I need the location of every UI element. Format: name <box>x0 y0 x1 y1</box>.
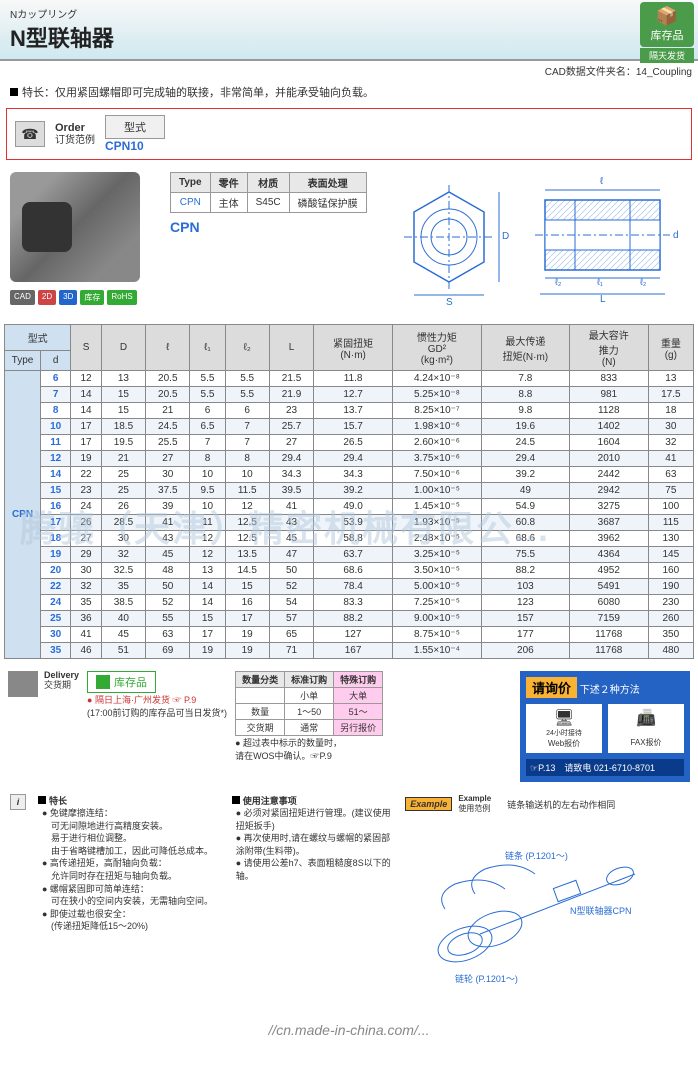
box-icon: 📦 <box>642 6 692 27</box>
product-code: CPN <box>170 219 367 235</box>
svg-text:S: S <box>446 297 453 307</box>
monitor-icon: 🖥 <box>528 708 600 728</box>
technical-drawings: S D ℓ d ℓ₂ ℓ₁ ℓ₂ L <box>387 172 688 312</box>
2d-badge: 2D <box>38 290 56 305</box>
cad-badge: CAD <box>10 290 35 305</box>
type-label: 型式 <box>105 115 165 139</box>
product-photo <box>10 172 140 282</box>
side-view-drawing: ℓ d ℓ₂ ℓ₁ ℓ₂ L <box>515 172 685 312</box>
subtitle: Nカップリング <box>10 6 688 21</box>
phone-icon: ☎ <box>15 121 45 147</box>
page-title: N型联轴器 <box>10 21 688 53</box>
product-photo-block: CAD 2D 3D 库存 RoHS <box>10 172 150 312</box>
quantity-table: 数量分类标准订购特殊订购 小单大单 数量1～5051～ 交货期通常另行报价 <box>235 671 383 736</box>
example-badge: Example <box>405 797 452 811</box>
delivery-note: ● 隔日上海·广州发货 ☞ P.9 <box>87 693 227 706</box>
info-icon: i <box>10 794 26 810</box>
shipping-badge: 📦库存品 隔天发货 <box>640 2 694 63</box>
feature-line: 特长：仅用紧固螺帽即可完成轴的联接，非常简单，并能承受轴向负载。 <box>0 80 698 104</box>
material-table: Type零件材质表面处理 CPN主体S45C磷酸锰保护膜 <box>170 172 367 213</box>
rohs-badge: RoHS <box>107 290 136 305</box>
front-view-drawing: S D <box>389 177 509 307</box>
stock-badge: 库存 <box>80 290 104 305</box>
order-value: CPN10 <box>105 139 165 153</box>
features-list: ● 免键摩擦连结： 可无间隙地进行高精度安装。 易于进行相位调整。 由于省略键槽… <box>38 807 220 933</box>
usage-list: ● 必须对紧固扭矩进行管理。(建议使用扭矩扳手)● 再次使用时,请在螺纹与螺帽的… <box>232 807 394 883</box>
stock-indicator: 库存品 <box>87 671 156 693</box>
chain-diagram: 链条 (P.1201～) N型联轴器CPN 链轮 (P.1201～) <box>405 814 665 994</box>
svg-text:L: L <box>600 294 606 305</box>
source-url: //cn.made-in-china.com/... <box>0 1002 698 1048</box>
order-example-box: ☎ Order订货范例 型式 CPN10 <box>6 108 692 160</box>
svg-text:链轮 (P.1201～): 链轮 (P.1201～) <box>455 973 518 984</box>
fax-quote[interactable]: 📠FAX报价 <box>608 704 684 753</box>
svg-text:链条 (P.1201～): 链条 (P.1201～) <box>505 850 568 861</box>
truck-icon <box>8 671 38 697</box>
cad-filename-note: CAD数据文件夹名：14_Coupling <box>0 61 698 80</box>
svg-text:D: D <box>502 231 509 242</box>
spec-table: 型式 SD ℓℓ₁ ℓ₂L 紧固扭矩 (N·m) 惯性力矩 GD² (kg·m²… <box>4 324 694 659</box>
svg-text:d: d <box>673 230 679 241</box>
fax-icon: 📠 <box>610 708 682 728</box>
svg-text:ℓ: ℓ <box>600 176 604 187</box>
web-quote[interactable]: 🖥24小时接待Web报价 <box>526 704 602 753</box>
svg-text:N型联轴器CPN: N型联轴器CPN <box>570 905 632 916</box>
inquiry-box: 请询价 下述２种方法 🖥24小时接待Web报价 📠FAX报价 ☞P.13 请致电… <box>520 671 690 782</box>
3d-badge: 3D <box>59 290 77 305</box>
page-header: Nカップリング N型联轴器 📦库存品 隔天发货 <box>0 0 698 61</box>
